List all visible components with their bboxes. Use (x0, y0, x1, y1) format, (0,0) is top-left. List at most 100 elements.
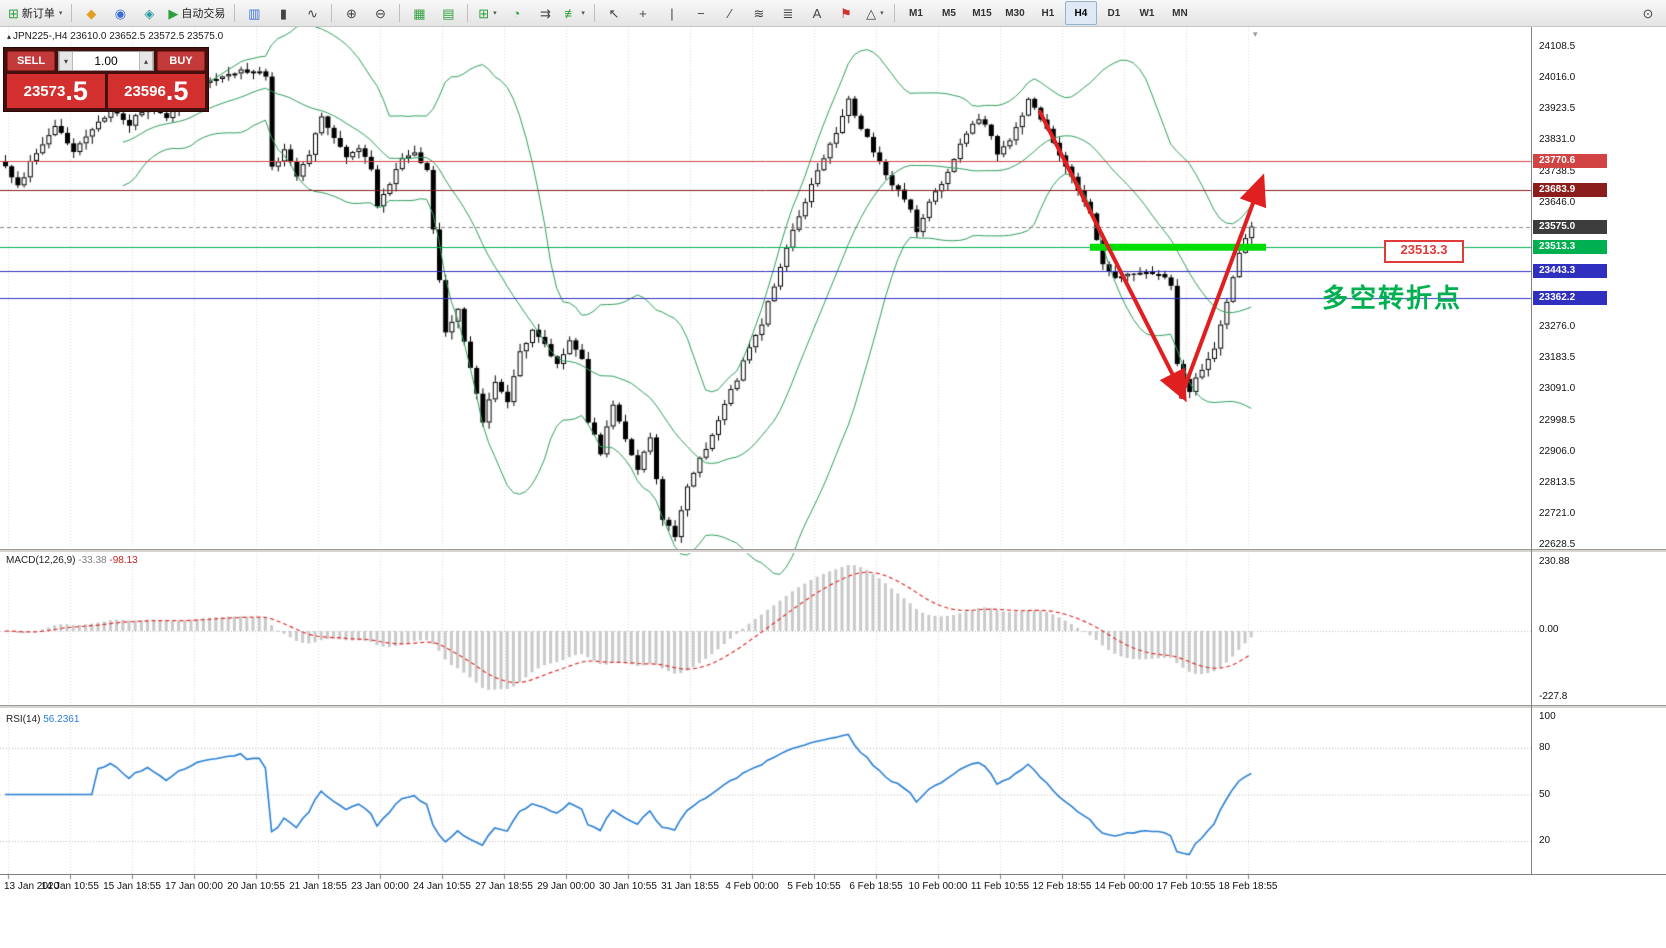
macd-tick-label: 230.88 (1539, 556, 1570, 567)
channel-button[interactable]: ≋ (745, 1, 773, 25)
volume-decrease-button[interactable]: ▾ (59, 52, 73, 70)
candlestick-chart-icon: ▮ (279, 5, 287, 21)
horizontal-line-icon: − (697, 5, 705, 21)
zoom-out-button[interactable]: ⊖ (366, 1, 394, 25)
price-tick-label: 23091.0 (1539, 383, 1576, 395)
auto-scroll-icon: ◔ (512, 5, 521, 21)
timeframe-w1-button[interactable]: W1 (1139, 7, 1155, 19)
price-badge: 23443.3 (1533, 263, 1607, 278)
volume-value[interactable]: 1.00 (94, 54, 118, 68)
volume-field: ▾ 1.00 ▴ (58, 51, 154, 71)
cursor-button[interactable]: ↖ (600, 1, 628, 25)
search-button[interactable]: ⊙ (1634, 1, 1662, 25)
turning-point-note[interactable]: 多空转折点 (1322, 283, 1463, 313)
symbol-marker-icon: ▴ (7, 32, 12, 41)
volume-increase-button[interactable]: ▴ (139, 52, 153, 70)
time-axis[interactable]: 13 Jan 2020 14 Jan 10:55 15 Jan 18:55 17 Ja… (0, 874, 1666, 948)
toolbar-separator (399, 4, 401, 22)
time-tick-label: 18 Feb 18:55 (1218, 881, 1278, 892)
buy-button[interactable]: BUY (157, 51, 205, 71)
timeframe-h1-button[interactable]: H1 (1041, 7, 1055, 19)
price-tick-label: 23738.5 (1539, 165, 1576, 177)
macd-tick-label: 0.00 (1539, 624, 1559, 635)
trendline-button[interactable]: ∕ (716, 1, 744, 25)
bar-chart-button[interactable]: ▥ (240, 1, 268, 25)
time-tick-label: 17 Feb 10:55 (1156, 881, 1216, 892)
price-tick-label: 22813.5 (1539, 476, 1576, 488)
time-tick-label: 30 Jan 10:55 (599, 881, 657, 892)
ask-main-digits: 23596 (124, 82, 166, 100)
search-icon: ⊙ (1642, 5, 1654, 21)
price-badge: 23683.9 (1533, 182, 1607, 197)
time-tick-label: 10 Feb 00:00 (908, 881, 968, 892)
time-tick-label: 21 Jan 18:55 (289, 881, 347, 892)
fibonacci-icon: ≣ (782, 5, 794, 21)
timeframe-m30-button[interactable]: M30 (1005, 7, 1025, 19)
panel-splitter[interactable] (0, 705, 1666, 709)
arrow-label-icon: ⚑ (840, 5, 852, 21)
rsi-name: RSI(14) (6, 714, 41, 725)
timeframe-m15-button[interactable]: M15 (972, 7, 992, 19)
toolbar-separator (71, 4, 73, 22)
arrow-label-button[interactable]: ⚑ (832, 1, 860, 25)
bid-main-digits: 23573 (23, 82, 66, 100)
macd-main-value: -33.38 (78, 555, 107, 566)
rsi-indicator-label: RSI(14) 56.2361 (6, 714, 79, 725)
rsi-tick-label: 80 (1539, 742, 1551, 753)
zoom-out-icon: ⊖ (374, 5, 386, 21)
indicators-button[interactable]: ≢ ▾ (560, 1, 589, 25)
chart-canvas[interactable] (0, 27, 1666, 948)
macd-indicator-label: MACD(12,26,9) -33.38 -98.13 (6, 555, 138, 566)
ask-price[interactable]: 23596.5 (107, 74, 205, 108)
auto-scroll-button[interactable]: ◔ (502, 1, 530, 25)
rsi-tick-label: 50 (1539, 788, 1551, 800)
new-chart-button[interactable]: ⊞ ▾ (473, 1, 501, 25)
chart-shift-button[interactable]: ⇉ (531, 1, 559, 25)
price-tick-label: 22906.0 (1539, 445, 1576, 457)
horizontal-line-button[interactable]: − (687, 1, 715, 25)
timeframe-mn-button[interactable]: MN (1172, 7, 1188, 19)
price-tick-label: 22721.0 (1539, 507, 1576, 519)
time-tick-label: 4 Feb 00:00 (725, 881, 779, 892)
price-badge: 23575.0 (1533, 219, 1607, 234)
shapes-button[interactable]: △ ▾ (861, 1, 889, 25)
timeframe-d1-button[interactable]: D1 (1107, 7, 1121, 19)
sell-button[interactable]: SELL (7, 51, 55, 71)
timeframe-m5-button[interactable]: M5 (941, 7, 956, 19)
time-tick-label: 6 Feb 18:55 (849, 881, 903, 892)
time-tick-label: 5 Feb 10:55 (787, 881, 841, 892)
time-tick-label: 14 Feb 00:00 (1094, 881, 1154, 892)
vertical-line-button[interactable]: | (658, 1, 686, 25)
tile-windows-button[interactable]: ▦ (405, 1, 433, 25)
toolbar-separator (467, 4, 469, 22)
timeframe-m1-button[interactable]: M1 (908, 7, 923, 19)
market-watch-button[interactable]: ◆ (77, 1, 105, 25)
auto-trading-icon: ▶ (168, 5, 179, 21)
price-axis[interactable]: 24108.5 24016.0 23923.5 23831.0 23738.5 23646… (1531, 27, 1666, 874)
auto-trading-button[interactable]: ▶ 自动交易 (164, 1, 229, 25)
text-button[interactable]: A (803, 1, 831, 25)
bid-price[interactable]: 23573.5 (7, 74, 105, 108)
dropdown-caret-icon: ▾ (581, 10, 585, 17)
crosshair-button[interactable]: + (629, 1, 657, 25)
cascade-windows-button[interactable]: ▤ (434, 1, 462, 25)
panel-splitter[interactable] (0, 549, 1666, 553)
symbol-ohlc-text: JPN225-,H4 23610.0 23652.5 23572.5 23575… (13, 31, 224, 42)
price-tick-label: 23646.0 (1539, 196, 1576, 208)
toolbar-separator (593, 4, 595, 22)
new-order-icon: ⊞ (8, 5, 19, 21)
text-icon: A (812, 5, 822, 21)
timeframe-h4-button[interactable]: H4 (1064, 1, 1097, 25)
navigator-button[interactable]: ◈ (135, 1, 163, 25)
candlestick-chart-button[interactable]: ▮ (269, 1, 297, 25)
macd-name: MACD(12,26,9) (6, 555, 76, 566)
fibonacci-button[interactable]: ≣ (774, 1, 802, 25)
support-price-label[interactable]: 23513.3 (1384, 240, 1464, 263)
auto-trading-label: 自动交易 (181, 8, 226, 20)
new-order-button[interactable]: ⊞ 新订单 ▾ (4, 1, 66, 25)
zoom-in-button[interactable]: ⊕ (337, 1, 365, 25)
data-window-button[interactable]: ◉ (106, 1, 134, 25)
line-chart-button[interactable]: ∿ (298, 1, 326, 25)
macd-signal-value: -98.13 (109, 555, 138, 566)
price-tick-label: 23276.0 (1539, 321, 1576, 333)
